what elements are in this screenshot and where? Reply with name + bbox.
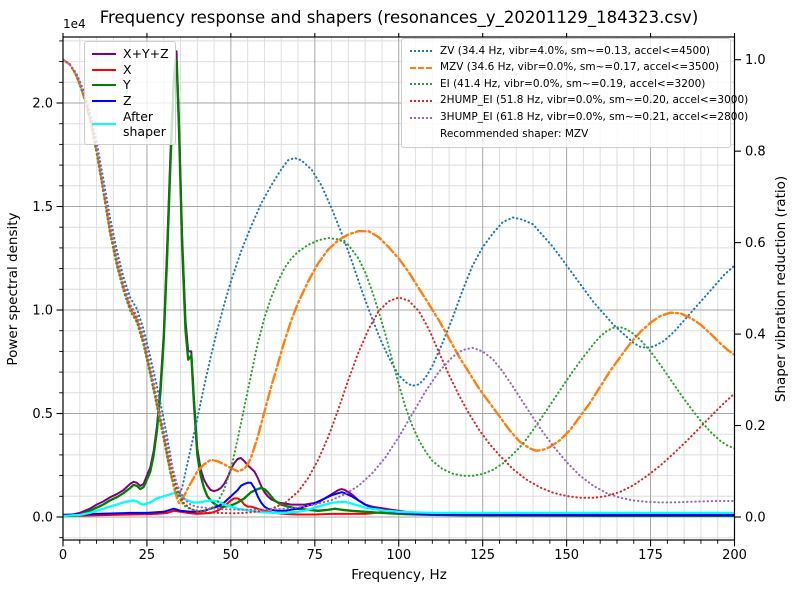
x-axis-label: Frequency, Hz <box>351 567 447 583</box>
legend-shapers: ZV (34.4 Hz, vibr=4.0%, sm~=0.13, accel<… <box>401 38 748 148</box>
tick-marks <box>56 33 741 547</box>
y-right-tick-label: 0.2 <box>745 419 766 434</box>
legend-item-z: Z <box>92 93 168 109</box>
curve-zv <box>63 58 735 498</box>
legend-key-line-z <box>92 99 116 102</box>
y-right-tick-label: 0.8 <box>745 145 766 160</box>
legend-key-line-2hump-ei <box>410 100 432 103</box>
y-axis-left-label: Power spectral density <box>5 212 21 366</box>
x-tick-label: 150 <box>554 548 579 563</box>
tick-labels: 0 25 50 75 100 125 150 175 200 0.0 0.5 1.0 1.5 2.0 0.0… <box>32 53 765 563</box>
x-tick-label: 125 <box>470 548 495 563</box>
legend-item-mzv: MZV (34.6 Hz, vibr=0.0%, sm~=0.17, accel… <box>410 60 722 77</box>
legend-item-zv: ZV (34.4 Hz, vibr=4.0%, sm~=0.13, accel<… <box>410 43 722 60</box>
y-left-tick-label: 2.0 <box>32 97 53 112</box>
legend-key-line-x <box>92 68 116 71</box>
x-tick-label: 0 <box>59 548 67 563</box>
y-right-tick-label: 0.4 <box>745 328 766 343</box>
chart-title: Frequency response and shapers (resonanc… <box>99 8 699 27</box>
legend-psd: X+Y+Z X Y Z After shaper <box>84 41 176 145</box>
legend-label: MZV (34.6 Hz, vibr=0.0%, sm~=0.17, accel… <box>440 61 720 74</box>
legend-key-line-ei <box>410 83 432 86</box>
legend-key-line-after-shaper <box>92 123 116 126</box>
legend-key-line-zv <box>410 50 432 53</box>
legend-key-line-3hump-ei <box>410 116 432 119</box>
legend-item-y: Y <box>92 77 168 93</box>
curve-mzv <box>63 58 735 505</box>
legend-recommendation: Recommended shaper: MZV <box>440 127 589 140</box>
legend-label: 2HUMP_EI (51.8 Hz, vibr=0.0%, sm~=0.20, … <box>440 94 749 107</box>
x-tick-label: 50 <box>223 548 240 563</box>
legend-label: ZV (34.4 Hz, vibr=4.0%, sm~=0.13, accel<… <box>440 44 710 57</box>
legend-item-2hump-ei: 2HUMP_EI (51.8 Hz, vibr=0.0%, sm~=0.20, … <box>410 93 748 110</box>
legend-label: X <box>123 61 132 77</box>
legend-item-3hump-ei: 3HUMP_EI (61.8 Hz, vibr=0.0%, sm~=0.21, … <box>410 109 748 126</box>
curve-2hump-ei <box>63 58 735 515</box>
legend-label: EI (41.4 Hz, vibr=0.0%, sm~=0.19, accel<… <box>440 77 706 90</box>
curves <box>63 50 735 518</box>
y-right-tick-label: 1.0 <box>745 53 766 68</box>
legend-item-recommended-shaper: Recommended shaper: MZV <box>410 126 722 143</box>
legend-key-line-x-y-z <box>92 52 116 55</box>
legend-item-after-shaper: After shaper <box>92 109 168 140</box>
curve-y <box>63 58 735 518</box>
y-right-tick-label: 0.6 <box>745 236 766 251</box>
x-tick-label: 175 <box>638 548 663 563</box>
legend-label: After shaper <box>123 108 166 140</box>
y-left-tick-label: 0.0 <box>32 511 53 526</box>
y-left-tick-label: 0.5 <box>32 407 53 422</box>
x-tick-label: 200 <box>722 548 747 563</box>
legend-key-line-y <box>92 84 116 87</box>
y-axis-right-label: Shaper vibration reduction (ratio) <box>773 175 789 403</box>
x-tick-label: 25 <box>139 548 156 563</box>
curve-3hump-ei <box>63 58 735 511</box>
y-axis-offset-text: 1e4 <box>63 17 86 31</box>
y-left-tick-label: 1.0 <box>32 304 53 319</box>
legend-key-line-mzv <box>410 66 432 69</box>
legend-item-x-y-z: X+Y+Z <box>92 46 169 62</box>
legend-item-x: X <box>92 62 168 78</box>
legend-label: Y <box>123 77 131 93</box>
curve-ei <box>63 58 735 512</box>
legend-item-ei: EI (41.4 Hz, vibr=0.0%, sm~=0.19, accel<… <box>410 76 722 93</box>
x-tick-label: 75 <box>307 548 324 563</box>
y-right-tick-label: 0.0 <box>745 511 766 526</box>
x-tick-label: 100 <box>386 548 411 563</box>
y-left-tick-label: 1.5 <box>32 200 53 215</box>
legend-label: X+Y+Z <box>123 46 169 62</box>
legend-label: Z <box>123 93 132 109</box>
legend-label: 3HUMP_EI (61.8 Hz, vibr=0.0%, sm~=0.21, … <box>440 110 749 123</box>
